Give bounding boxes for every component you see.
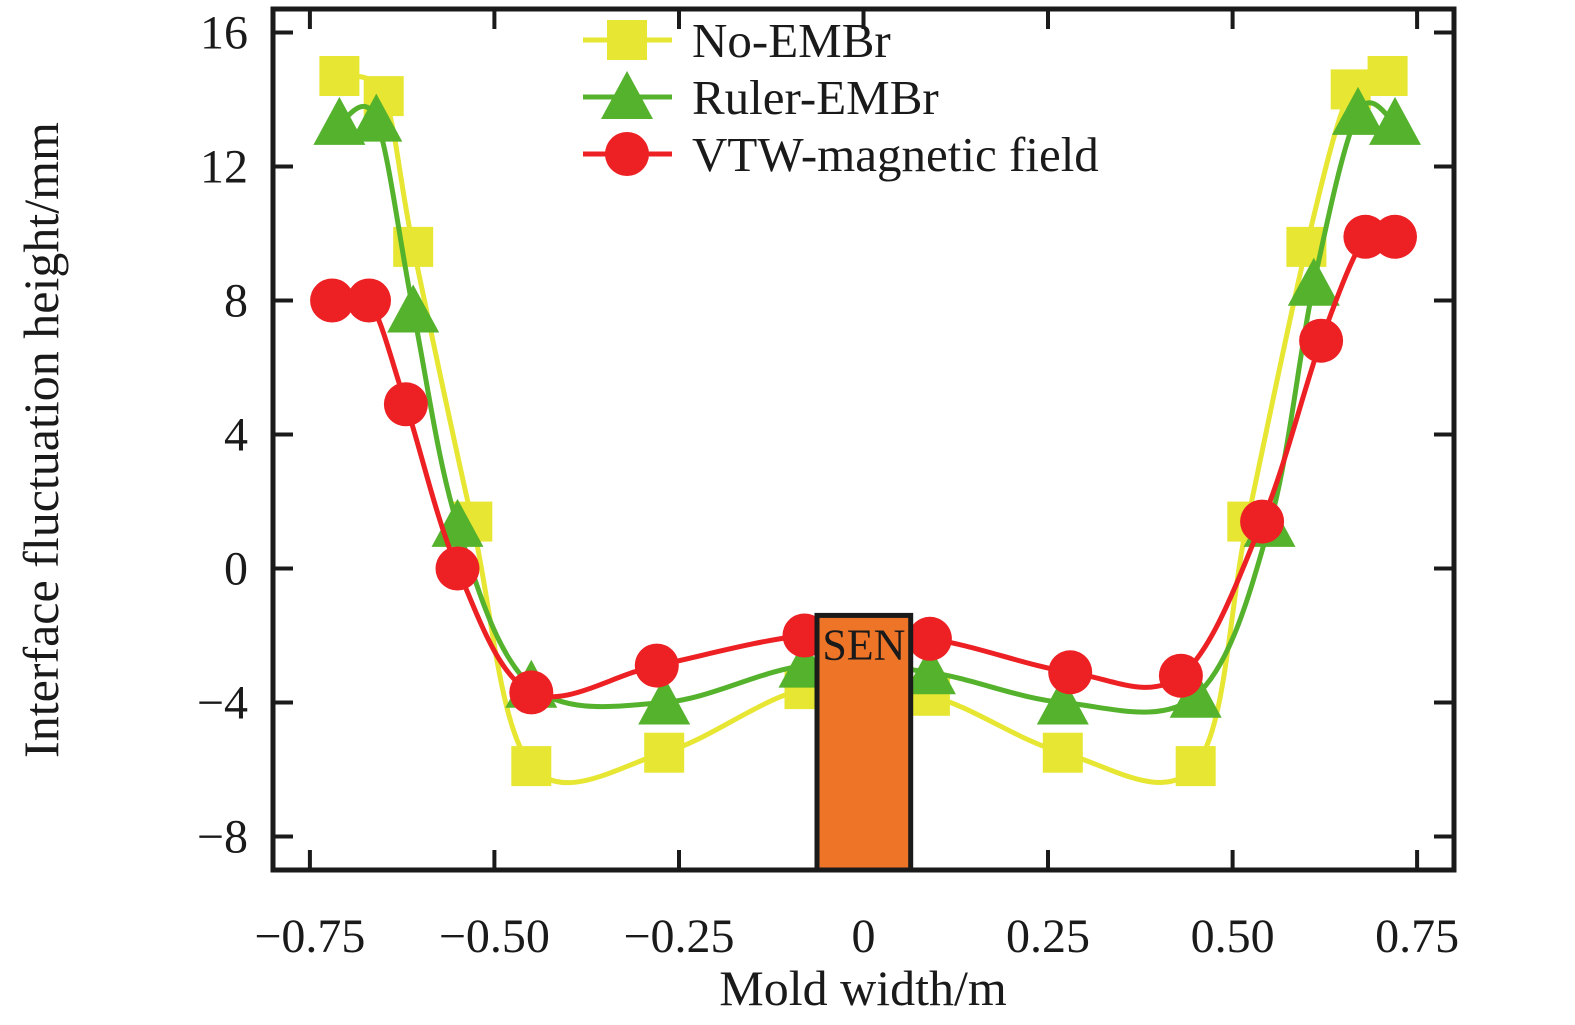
triangle-marker (1169, 669, 1222, 718)
square-marker (319, 56, 360, 96)
triangle-marker (638, 676, 691, 725)
triangle-marker (313, 96, 366, 145)
y-tick-label: −4 (197, 677, 248, 730)
square-marker (1367, 56, 1408, 96)
sen-annotation: SEN (814, 612, 914, 873)
circle-marker (1299, 318, 1344, 363)
circle-marker (1158, 653, 1203, 698)
sen-label: SEN (822, 620, 905, 669)
x-tick-label: 0 (852, 910, 876, 963)
y-axis-title: Interface fluctuation height/mm (13, 122, 69, 758)
triangle-marker (387, 284, 440, 333)
triangle-marker (601, 71, 653, 119)
legend-item-label: VTW-magnetic field (692, 127, 1099, 182)
y-tick-label: 0 (224, 543, 248, 596)
x-tick-label: 0.25 (1006, 910, 1090, 963)
y-tick-label: 8 (224, 275, 248, 328)
triangle-marker (1287, 257, 1340, 306)
y-tick-label: 12 (200, 141, 248, 194)
legend-item-vtw-magnetic-field: VTW-magnetic field (583, 127, 1099, 182)
circle-marker (605, 132, 649, 176)
square-marker (1175, 746, 1216, 787)
x-tick-label: 0.50 (1191, 910, 1275, 963)
circle-marker (1048, 650, 1093, 695)
x-tick-label: −0.75 (254, 910, 365, 963)
circle-marker (634, 643, 679, 688)
y-tick-label: 16 (200, 7, 248, 60)
square-marker (511, 746, 552, 787)
triangle-marker (1036, 676, 1089, 725)
x-tick-label: −0.50 (439, 910, 550, 963)
circle-marker (1240, 499, 1285, 544)
circle-marker (383, 382, 428, 427)
legend-item-label: Ruler-EMBr (692, 70, 939, 125)
legend-item-ruler-embr: Ruler-EMBr (583, 70, 939, 125)
x-tick-label: 0.75 (1375, 910, 1459, 963)
sen-rect (814, 612, 914, 873)
square-marker (1042, 732, 1083, 773)
legend-item-no-embr: No-EMBr (583, 13, 891, 68)
triangle-marker (350, 93, 403, 142)
square-marker (607, 20, 647, 60)
y-tick-label: 4 (224, 409, 248, 462)
circle-marker (435, 546, 480, 591)
x-tick-label: −0.25 (623, 910, 734, 963)
circle-marker (347, 278, 391, 323)
legend-item-label: No-EMBr (692, 13, 891, 68)
series-vtw-magnetic-field (310, 214, 1417, 715)
circle-marker (1373, 214, 1417, 259)
triangle-marker (903, 646, 956, 695)
triangle-marker (1332, 86, 1384, 135)
x-axis-title: Mold width/m (719, 960, 1007, 1016)
axes: −0.75 −0.50 −0.25 0 0.25 0.50 0.75 −8 −4 0 4 8 12 16 (197, 6, 1459, 963)
square-marker (644, 732, 685, 773)
y-tick-label: −8 (197, 811, 248, 864)
circle-marker (509, 670, 554, 715)
circle-marker (907, 616, 952, 661)
circle-marker (310, 278, 355, 323)
triangle-marker (1369, 96, 1421, 145)
